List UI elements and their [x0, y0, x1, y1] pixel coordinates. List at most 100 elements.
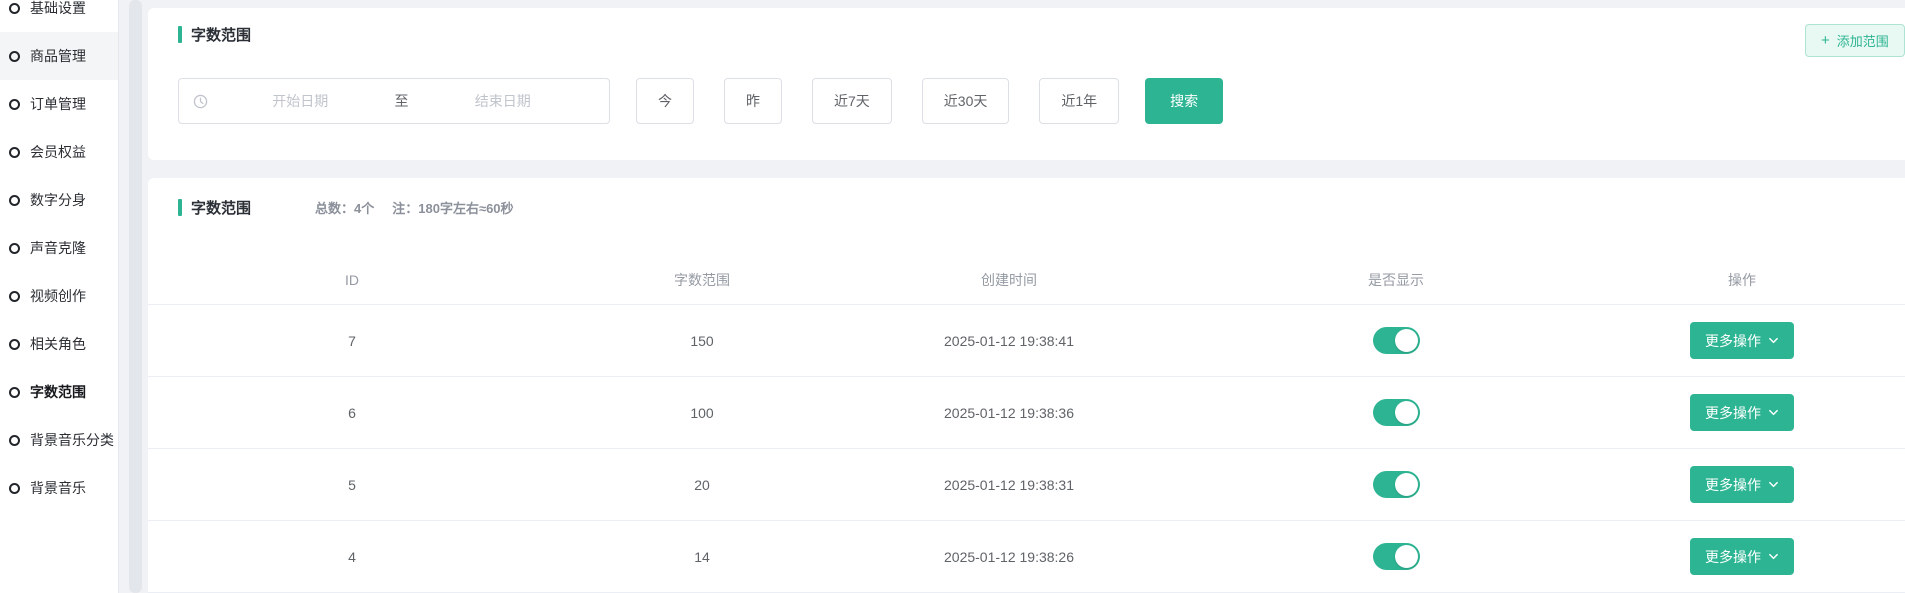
sidebar-item[interactable]: 数字分身 — [0, 176, 118, 224]
visibility-toggle[interactable] — [1372, 471, 1420, 498]
list-card-title: 字数范围 — [191, 200, 252, 217]
table-row: 6 100 2025-01-12 19:38:36 更多操作 — [148, 377, 1905, 449]
sidebar-item[interactable]: 背景音乐 — [0, 464, 118, 512]
sidebar-item-label: 相关角色 — [30, 336, 86, 352]
sidebar-item[interactable]: 订单管理 — [0, 80, 118, 128]
start-date-placeholder: 开始日期 — [272, 93, 329, 109]
chevron-down-icon — [1769, 553, 1778, 560]
more-actions-button[interactable]: 更多操作 — [1690, 538, 1794, 575]
sidebar-item-label: 订单管理 — [30, 96, 86, 112]
circle-icon — [9, 386, 20, 398]
filter-card-title: 字数范围 — [191, 27, 252, 44]
sidebar-item[interactable]: 字数范围 — [0, 368, 118, 416]
toggle-knob — [1394, 473, 1418, 496]
sidebar-item[interactable]: 会员权益 — [0, 128, 118, 176]
note-text: 注：180字左右≈60秒 — [392, 201, 514, 216]
toggle-knob — [1394, 329, 1418, 352]
quick-range-button[interactable]: 昨 — [724, 78, 782, 124]
cell-actions: 更多操作 — [1622, 466, 1862, 503]
quick-range-button[interactable]: 近30天 — [921, 78, 1010, 124]
cell-id: 7 — [348, 332, 356, 349]
table-row: 5 20 2025-01-12 19:38:31 更多操作 — [148, 449, 1905, 521]
sidebar-item-label: 声音克隆 — [30, 240, 86, 256]
column-header: 字数范围 — [674, 271, 730, 288]
sidebar-item-label: 数字分身 — [30, 192, 86, 208]
cell-word-range: 20 — [694, 476, 710, 493]
stats: 总数：4个 注：180字左右≈60秒 — [315, 198, 514, 217]
column-header: 操作 — [1728, 271, 1756, 288]
more-actions-label: 更多操作 — [1705, 548, 1761, 565]
sidebar-item-label: 背景音乐 — [30, 480, 86, 496]
table-header-row: ID 字数范围 创建时间 是否显示 操作 — [148, 255, 1905, 305]
sidebar-item[interactable]: 视频创作 — [0, 272, 118, 320]
cell-word-range: 100 — [690, 404, 714, 421]
more-actions-button[interactable]: 更多操作 — [1690, 466, 1794, 503]
column-header: 创建时间 — [981, 271, 1037, 288]
add-range-label: 添加范围 — [1836, 34, 1889, 49]
cell-id: 5 — [348, 476, 356, 493]
filter-card: 字数范围 + 添加范围 开始日期 至 结束日期 今昨近7天 近30天 近1年 搜索 — [148, 8, 1905, 160]
sidebar-item-label: 基础设置 — [30, 0, 86, 16]
sidebar-item[interactable]: 基础设置 — [0, 0, 118, 32]
cell-created-at: 2025-01-12 19:38:41 — [944, 332, 1074, 349]
date-range-separator: 至 — [394, 93, 409, 109]
circle-icon — [9, 434, 20, 446]
add-range-button[interactable]: + 添加范围 — [1805, 24, 1905, 57]
circle-icon — [9, 2, 20, 14]
sidebar-item-label: 视频创作 — [30, 288, 86, 304]
cell-created-at: 2025-01-12 19:38:26 — [944, 548, 1074, 565]
search-button[interactable]: 搜索 — [1145, 78, 1224, 124]
more-actions-button[interactable]: 更多操作 — [1690, 394, 1794, 431]
main-scrollbar[interactable] — [129, 0, 142, 593]
table-row: 4 14 2025-01-12 19:38:26 更多操作 — [148, 521, 1905, 593]
cell-actions: 更多操作 — [1622, 538, 1862, 575]
sidebar-item[interactable]: 声音克隆 — [0, 224, 118, 272]
chevron-down-icon — [1769, 337, 1778, 344]
total-count-text: 总数：4个 — [315, 201, 375, 216]
date-range-picker[interactable]: 开始日期 至 结束日期 — [178, 78, 610, 124]
end-date-placeholder: 结束日期 — [474, 93, 531, 109]
word-range-table: ID 字数范围 创建时间 是否显示 操作 7 150 2025-01-12 19:38:… — [148, 255, 1905, 593]
clock-icon — [193, 94, 208, 109]
accent-bar-icon — [178, 199, 182, 216]
cell-word-range: 14 — [694, 548, 710, 565]
filter-row: 开始日期 至 结束日期 今昨近7天 近30天 近1年 搜索 — [178, 78, 1224, 124]
table-row: 7 150 2025-01-12 19:38:41 更多操作 — [148, 305, 1905, 377]
toggle-knob — [1394, 401, 1418, 424]
cell-id: 6 — [348, 404, 356, 421]
cell-id: 4 — [348, 548, 356, 565]
chevron-down-icon — [1769, 409, 1778, 416]
visibility-toggle[interactable] — [1372, 327, 1420, 354]
table-body: 7 150 2025-01-12 19:38:41 更多操作 6 100 202… — [148, 305, 1905, 593]
list-card-header: 字数范围 总数：4个 注：180字左右≈60秒 — [178, 197, 514, 218]
quick-range-button[interactable]: 今 — [636, 78, 694, 124]
visibility-toggle[interactable] — [1372, 399, 1420, 426]
circle-icon — [9, 50, 20, 62]
cell-visibility — [1170, 399, 1622, 426]
more-actions-label: 更多操作 — [1705, 332, 1761, 349]
cell-actions: 更多操作 — [1622, 322, 1862, 359]
sidebar-item-label: 商品管理 — [30, 48, 86, 64]
cell-created-at: 2025-01-12 19:38:36 — [944, 404, 1074, 421]
circle-icon — [9, 482, 20, 494]
circle-icon — [9, 194, 20, 206]
sidebar: 基础设置 商品管理 订单管理 会员权益 数字分身 声音克隆 视频创作 相关角色 字数范围 背景音乐… — [0, 0, 119, 593]
quick-range-buttons: 今昨近7天 近30天 近1年 — [610, 78, 1120, 124]
column-header: 是否显示 — [1368, 271, 1424, 288]
quick-range-button[interactable]: 近1年 — [1039, 78, 1120, 124]
plus-icon: + — [1821, 32, 1830, 49]
sidebar-menu: 基础设置 商品管理 订单管理 会员权益 数字分身 声音克隆 视频创作 相关角色 字数范围 背景音乐… — [0, 0, 118, 512]
list-card: 字数范围 总数：4个 注：180字左右≈60秒 ID 字数范围 创建时间 是否显示 操作… — [148, 178, 1905, 593]
chevron-down-icon — [1769, 481, 1778, 488]
visibility-toggle[interactable] — [1372, 543, 1420, 570]
quick-range-button[interactable]: 近7天 — [812, 78, 892, 124]
sidebar-item[interactable]: 相关角色 — [0, 320, 118, 368]
filter-card-header: 字数范围 — [178, 24, 251, 45]
more-actions-button[interactable]: 更多操作 — [1690, 322, 1794, 359]
circle-icon — [9, 338, 20, 350]
circle-icon — [9, 242, 20, 254]
sidebar-item[interactable]: 商品管理 — [0, 32, 118, 80]
sidebar-item-label: 会员权益 — [30, 144, 86, 160]
sidebar-item[interactable]: 背景音乐分类 — [0, 416, 118, 464]
cell-created-at: 2025-01-12 19:38:31 — [944, 476, 1074, 493]
